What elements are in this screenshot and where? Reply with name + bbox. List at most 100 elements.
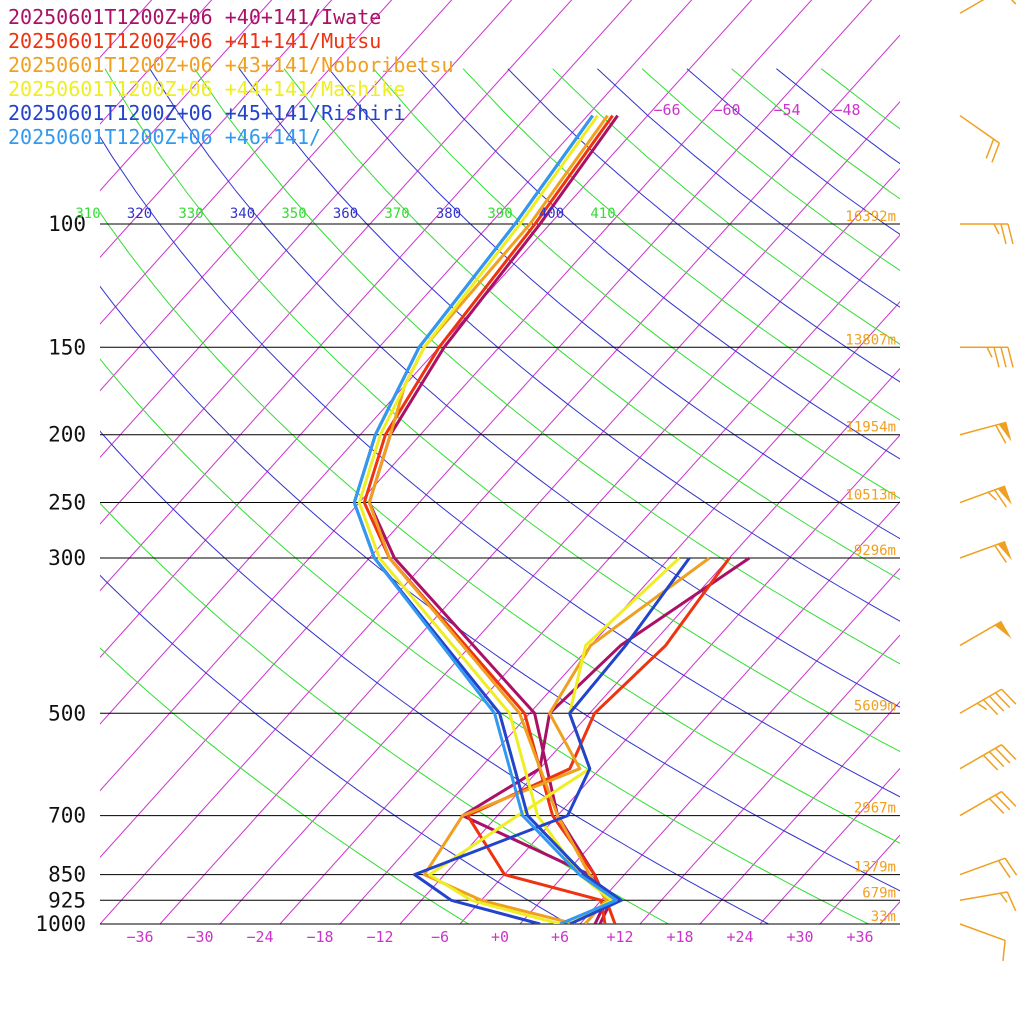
pressure-label: 150	[48, 335, 86, 359]
isotherm-line	[339, 301, 900, 924]
legend-entry: 20250601T1200Z+06 +45+141/Rishiri	[8, 101, 405, 125]
theta-label: 330	[178, 206, 203, 222]
dry-adiabat-line	[507, 68, 900, 383]
wind-barb-pennant	[997, 486, 1012, 505]
temperature-tick-label: −24	[246, 928, 273, 946]
wind-barb-feather	[987, 491, 997, 501]
theta-label: 350	[281, 206, 306, 222]
temperature-tick-label: +30	[786, 928, 813, 946]
isotherm-line	[639, 634, 900, 924]
pressure-lines	[100, 223, 900, 925]
temperature-tick-label: −18	[306, 928, 333, 946]
theta-label: 310	[75, 206, 100, 222]
wind-barb-feather	[993, 223, 1000, 235]
height-label: 9296m	[854, 543, 896, 559]
theta-label: 410	[590, 206, 615, 222]
temperature-tick-label: +12	[606, 928, 633, 946]
wind-barb-pennant	[998, 422, 1012, 442]
pressure-label: 200	[48, 423, 86, 447]
wind-barb	[959, 0, 1017, 14]
wind-barb-feather	[1006, 891, 1017, 912]
dry-adiabat-line	[283, 68, 900, 581]
wind-barb-staff	[959, 114, 1000, 144]
temperature-tick-label: −12	[366, 928, 393, 946]
pressure-label: 250	[48, 491, 86, 515]
wind-barb-pennant	[997, 541, 1012, 561]
wind-barb-pennant	[994, 621, 1012, 639]
dewpoint-trace-3	[428, 556, 681, 924]
wind-barb	[959, 744, 1017, 771]
temperature-trace-5	[352, 114, 618, 924]
height-label: 679m	[862, 885, 896, 901]
dry-adiabat-line	[328, 68, 900, 540]
wind-barb-feather	[982, 754, 999, 771]
height-label: 1379m	[854, 860, 896, 876]
dry-adiabat-line	[104, 68, 900, 753]
wind-barb-feather	[988, 798, 1005, 814]
upper-isotherm-label: −48	[833, 101, 860, 119]
dry-adiabat-line	[149, 68, 900, 708]
wind-barb-feather	[1001, 744, 1017, 761]
dry-adiabat-line	[597, 68, 900, 308]
temperature-trace-4	[352, 114, 623, 924]
dry-adiabat-line	[100, 430, 769, 924]
height-label: 33m	[871, 909, 896, 925]
legend-entry: 20250601T1200Z+06 +46+141/	[8, 125, 321, 149]
wind-barb-feather	[994, 544, 1007, 563]
wind-barb-staff	[959, 0, 985, 14]
wind-barb	[959, 620, 1012, 647]
isotherm-line	[940, 0, 1024, 924]
wind-barb	[959, 114, 1001, 163]
wind-barb	[959, 790, 1017, 817]
dry-adiabat-line	[194, 68, 900, 665]
pressure-label: 925	[48, 888, 86, 912]
height-label: 13807m	[845, 332, 896, 348]
dry-adiabat-line	[100, 647, 469, 924]
height-label: 10513m	[845, 488, 896, 504]
wind-barb-feather	[1001, 688, 1017, 705]
temperature-tick-label: +0	[491, 928, 509, 946]
dry-adiabat-line	[238, 68, 900, 622]
wind-barb	[959, 485, 1012, 508]
dry-adiabat-line	[552, 68, 900, 345]
wind-barb-feather	[1000, 347, 1007, 368]
wind-barb-feather	[994, 489, 1007, 508]
wind-barb-feather	[982, 699, 999, 716]
dry-adiabat-line	[100, 285, 900, 892]
wind-barb	[959, 923, 1006, 961]
wind-barb-feather	[994, 692, 1011, 709]
dry-adiabat-line	[641, 68, 900, 272]
wind-barb-feather	[997, 860, 1011, 879]
wind-barb-feather	[994, 794, 1011, 811]
pressure-label: 300	[48, 546, 86, 570]
wind-barb-staff	[959, 923, 1006, 942]
height-label: 16392m	[845, 209, 896, 225]
temperature-tick-label: −30	[186, 928, 213, 946]
isotherm-line	[279, 234, 900, 924]
isotherm-line	[519, 501, 900, 924]
wind-barb-feather	[985, 138, 995, 159]
dry-adiabat-line	[100, 211, 900, 844]
isotherm-line	[459, 434, 900, 924]
dry-adiabat-line	[373, 68, 900, 500]
wind-barb-feather	[1007, 347, 1014, 368]
height-label: 11954m	[845, 420, 896, 436]
wind-barb-staff	[959, 891, 1008, 902]
wind-barb-feather	[999, 892, 1008, 903]
upper-isotherm-label: −60	[713, 101, 740, 119]
dry-adiabat-line	[100, 358, 869, 924]
legend-entry: 20250601T1200Z+06 +41+141/Mutsu	[8, 29, 381, 53]
wind-barb-feather	[995, 424, 1007, 444]
legend-entry: 20250601T1200Z+06 +43+141/Noboribetsu	[8, 53, 454, 77]
wind-barb-staff	[959, 744, 1002, 770]
wind-barb-feather	[988, 751, 1005, 768]
wind-barb	[959, 857, 1018, 879]
dewpoint-trace-0	[461, 556, 751, 924]
wind-barb-feather	[991, 142, 1001, 163]
wind-barb-feather	[994, 747, 1011, 764]
theta-label: 390	[487, 206, 512, 222]
sounding-traces	[352, 114, 751, 924]
height-label: 2967m	[854, 801, 896, 817]
wind-barb-staff	[959, 857, 1006, 876]
